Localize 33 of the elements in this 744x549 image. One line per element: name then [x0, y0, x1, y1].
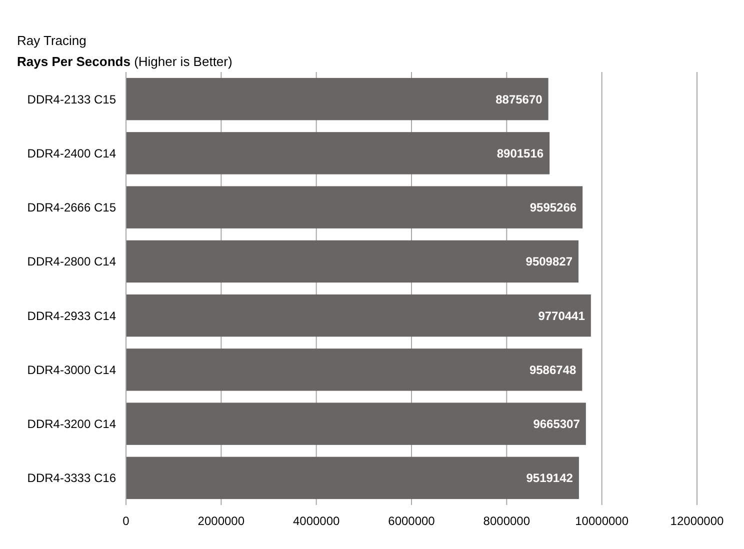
bar [126, 294, 591, 337]
data-label: 9770441 [538, 308, 586, 323]
data-label: 9519142 [526, 471, 574, 486]
x-tick-label: 12000000 [670, 514, 724, 528]
x-tick-label: 6000000 [388, 514, 436, 528]
data-label: 9595266 [530, 200, 577, 215]
chart-subtitle: Rays Per Seconds (Higher is Better) [17, 54, 232, 69]
y-tick-label: DDR4-2400 C14 [27, 146, 116, 160]
data-label: 9586748 [529, 362, 576, 377]
bar [126, 456, 579, 500]
chart-title: Ray Tracing [17, 33, 86, 48]
x-tick-label: 4000000 [292, 514, 340, 528]
y-tick-label: DDR4-2666 C15 [27, 200, 116, 215]
y-tick-label: DDR4-3200 C14 [27, 417, 116, 432]
x-tick-label: 10000000 [575, 514, 629, 528]
x-tick-label: 0 [122, 514, 130, 528]
bar [126, 78, 548, 120]
data-label: 8901516 [496, 146, 544, 160]
x-tick-label: 2000000 [198, 514, 245, 528]
bar [126, 186, 583, 228]
bar [126, 348, 582, 391]
y-tick-label: DDR4-2133 C15 [27, 92, 116, 106]
bar [126, 240, 579, 283]
data-label: 8875670 [496, 92, 543, 106]
y-tick-label: DDR4-2933 C14 [27, 308, 116, 323]
y-tick-label: DDR4-3333 C16 [27, 471, 116, 486]
y-tick-label: DDR4-3000 C14 [27, 362, 116, 377]
bar [126, 132, 550, 174]
y-tick-label: DDR4-2800 C14 [27, 254, 116, 269]
data-label: 9665307 [533, 417, 580, 432]
data-label: 9509827 [526, 254, 573, 269]
bar [126, 402, 586, 445]
x-tick-label: 8000000 [483, 514, 530, 528]
